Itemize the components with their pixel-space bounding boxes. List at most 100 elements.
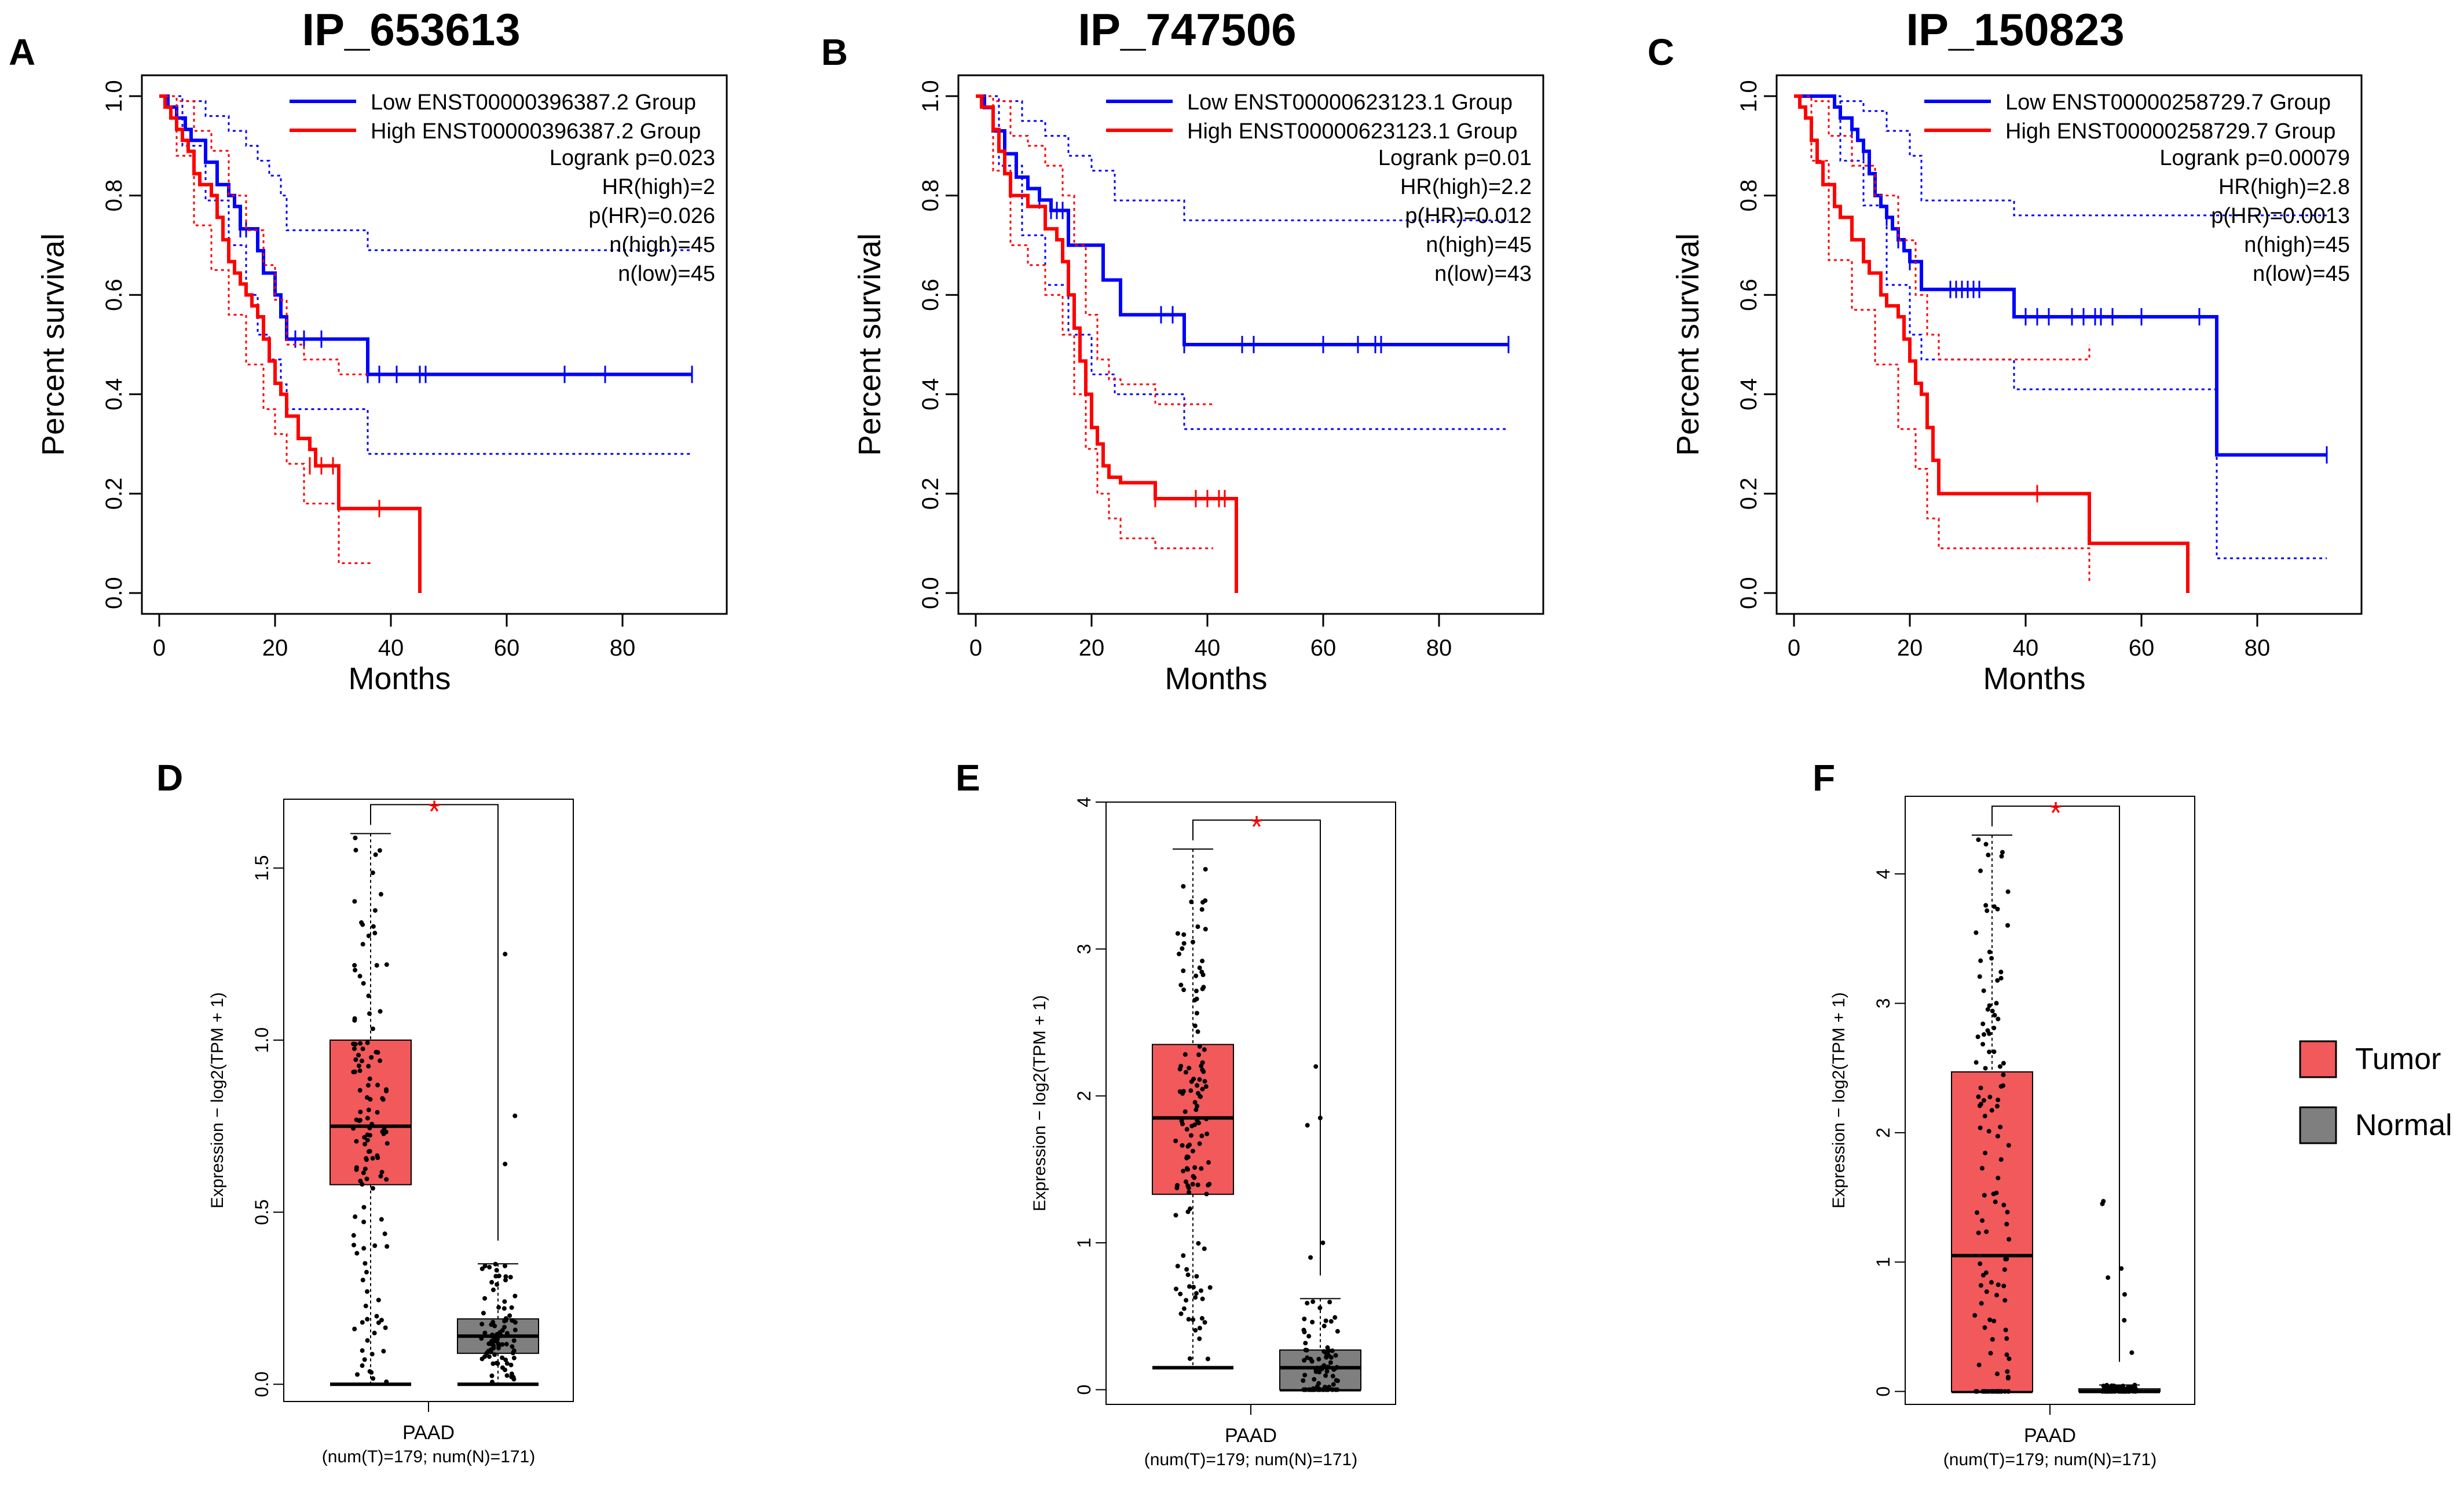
normal-data-point [1323, 1318, 1328, 1323]
normal-data-point [1325, 1351, 1330, 1356]
stat-text: Logrank p=0.01 [1378, 146, 1532, 170]
tumor-data-point [1974, 1060, 1979, 1065]
tumor-data-point [1186, 1190, 1191, 1195]
stat-text: n(low)=43 [1434, 262, 1532, 286]
tumor-data-point [369, 1352, 375, 1357]
y-tick-label: 0 [1873, 1386, 1894, 1397]
tumor-data-point [1978, 868, 1983, 873]
normal-data-point [2104, 1382, 2110, 1388]
tumor-data-point [1199, 1316, 1204, 1321]
normal-data-point [503, 952, 508, 957]
tumor-data-point [1975, 1389, 1980, 1394]
tumor-data-point [1190, 1148, 1195, 1154]
tumor-data-point [379, 1217, 384, 1222]
tumor-data-point [1178, 982, 1184, 987]
legend-entry: Low ENST00000258729.7 Group [2005, 90, 2331, 115]
tumor-data-point [362, 1357, 367, 1362]
tumor-data-point [354, 1165, 359, 1170]
tumor-data-point [1984, 1289, 1989, 1294]
y-tick-label: 3 [1873, 998, 1894, 1009]
tumor-data-point [372, 1330, 377, 1335]
tumor-data-point [375, 1153, 380, 1158]
tumor-data-point [372, 908, 378, 913]
tumor-data-point [361, 1246, 367, 1251]
tumor-data-point [1975, 1034, 1980, 1040]
tumor-data-point [1990, 1337, 1995, 1342]
tumor-data-point [365, 1040, 370, 1045]
tumor-data-point [369, 1121, 375, 1126]
tumor-data-point [1995, 978, 2000, 983]
stat-text: HR(high)=2.2 [1400, 175, 1532, 199]
tumor-data-point [384, 1379, 389, 1384]
y-tick-label: 0.6 [1736, 279, 1762, 311]
normal-data-point [1323, 1387, 1328, 1392]
normal-data-point [1335, 1329, 1340, 1334]
tumor-data-point [1986, 1129, 1991, 1134]
tumor-data-point [1196, 1052, 1202, 1057]
normal-data-point [481, 1311, 486, 1316]
tumor-data-point [1197, 1077, 1202, 1082]
tumor-data-point [2000, 850, 2005, 855]
tumor-data-point [1987, 1317, 1993, 1322]
stat-text: HR(high)=2.8 [2218, 175, 2350, 199]
tumor-data-point [354, 1251, 360, 1256]
tumor-data-point [360, 1278, 365, 1283]
x-tick-label: 0 [153, 635, 166, 661]
tumor-data-point [1192, 1165, 1198, 1170]
x-axis-label: Months [348, 661, 451, 696]
tumor-data-point [2005, 889, 2011, 894]
normal-data-point [479, 1322, 485, 1327]
tumor-data-point [1199, 969, 1204, 975]
tumor-data-point [351, 1233, 356, 1238]
tumor-data-point [363, 1304, 368, 1309]
x-tick-label: 20 [262, 635, 288, 661]
tumor-data-point [377, 848, 382, 853]
tumor-data-point [364, 1156, 369, 1161]
tumor-data-point [1199, 1166, 1204, 1171]
tumor-data-point [357, 1068, 363, 1073]
tumor-data-point [353, 1057, 358, 1062]
ci-upper-high [159, 95, 368, 375]
normal-data-point [1302, 1357, 1307, 1363]
tumor-data-point [1177, 952, 1182, 957]
tumor-data-point [1194, 1274, 1199, 1279]
x-sublabel: (num(T)=179; num(N)=171) [1144, 1450, 1357, 1469]
significance-star: * [428, 794, 440, 829]
tumor-data-point [1200, 1086, 1205, 1092]
normal-data-point [494, 1268, 499, 1273]
tumor-data-point [1178, 1063, 1184, 1068]
tumor-data-point [370, 1185, 375, 1191]
tumor-data-point [1202, 1246, 1207, 1251]
tumor-data-point [385, 1244, 390, 1249]
tumor-data-point [1980, 1218, 1985, 1223]
panel-letter: F [1813, 757, 1835, 799]
normal-data-point [1321, 1323, 1327, 1329]
tumor-data-point [2005, 1369, 2010, 1374]
tumor-data-point [1195, 1104, 1200, 1109]
plot-frame [1905, 796, 2195, 1405]
normal-data-point [1309, 1387, 1314, 1392]
x-category-label: PAAD [1225, 1425, 1277, 1447]
tumor-data-point [358, 1179, 363, 1184]
normal-data-point [1303, 1387, 1308, 1392]
normal-data-point [504, 1361, 510, 1366]
tumor-data-point [1974, 930, 1979, 935]
normal-data-point [2107, 1389, 2112, 1394]
tumor-data-point [1187, 1284, 1192, 1289]
tumor-data-point [351, 1126, 356, 1131]
x-tick-label: 80 [1426, 635, 1452, 661]
x-tick-label: 40 [378, 635, 404, 661]
tumor-data-point [1190, 939, 1195, 945]
x-tick-label: 60 [1310, 635, 1337, 661]
tumor-data-point [1972, 1313, 1978, 1318]
tumor-data-point [360, 922, 365, 927]
y-tick-label: 0.4 [101, 378, 127, 411]
tumor-data-point [1199, 1063, 1204, 1068]
tumor-data-point [1985, 1028, 1990, 1033]
tumor-data-point [360, 1363, 365, 1368]
normal-data-point [495, 1337, 500, 1342]
tumor-data-point [1996, 1176, 2001, 1181]
tumor-data-point [369, 1055, 374, 1060]
ci-upper-low [1794, 95, 2327, 217]
